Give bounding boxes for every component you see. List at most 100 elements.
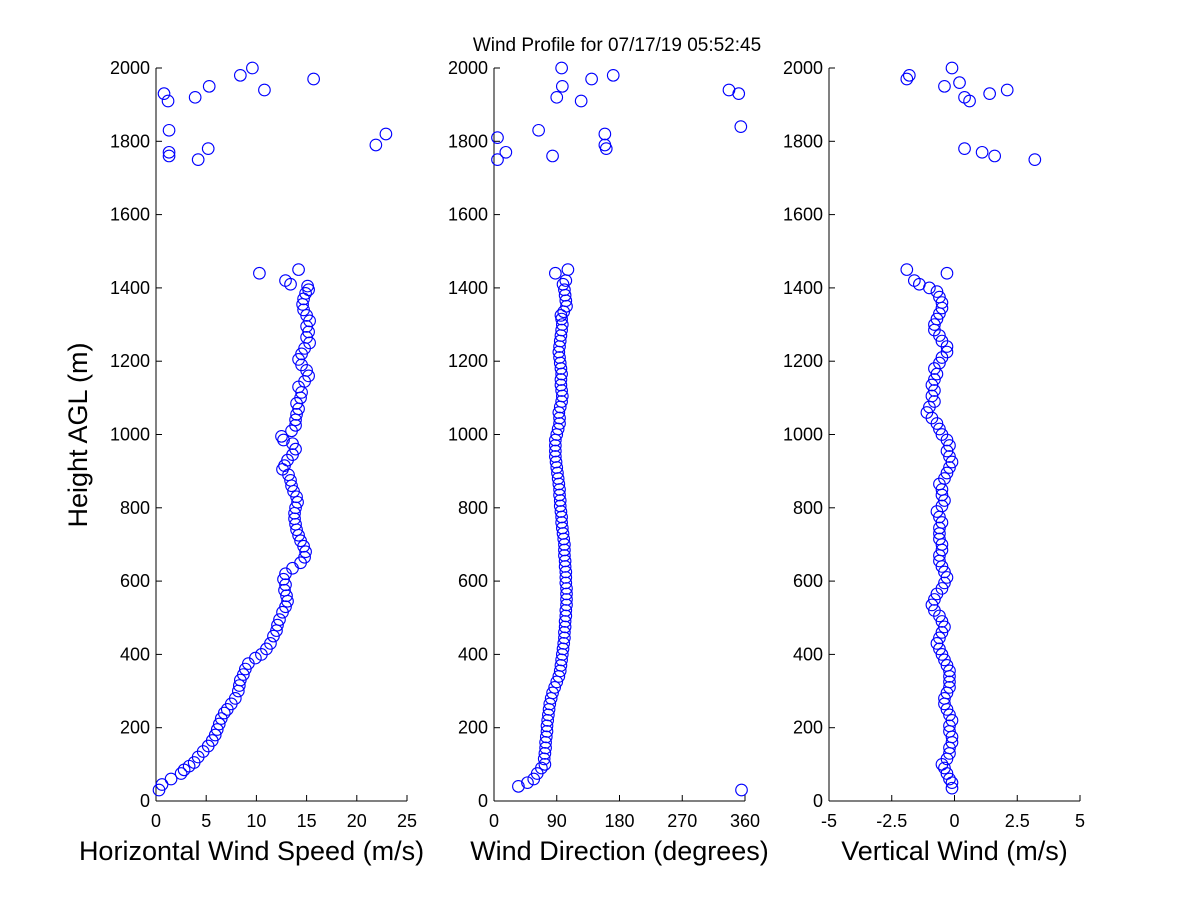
data-point [228, 692, 242, 705]
data-point [943, 675, 956, 689]
y-tick-label: 1000 [783, 425, 823, 445]
data-point [933, 631, 946, 645]
data-point [535, 761, 548, 775]
data-point [900, 263, 914, 276]
data-point [928, 604, 941, 617]
y-tick-label: 0 [140, 791, 150, 811]
x-tick-label: 90 [547, 811, 567, 831]
x-tick-label: 5 [1075, 811, 1085, 831]
data-point [161, 94, 175, 108]
data-point [164, 772, 178, 786]
y-tick-label: 600 [458, 571, 488, 591]
data-point [174, 767, 188, 780]
data-point [558, 631, 571, 645]
data-point [279, 274, 292, 287]
data-point [561, 263, 575, 276]
data-point [933, 532, 946, 546]
data-point [548, 681, 562, 694]
data-point [958, 142, 971, 155]
data-point [558, 554, 572, 568]
data-point [938, 653, 951, 667]
data-point [554, 378, 568, 392]
x-axis-label: Wind Direction (degrees) [470, 836, 769, 866]
data-point [292, 263, 305, 276]
data-point [549, 455, 563, 469]
data-point [162, 123, 176, 137]
data-point [369, 138, 383, 152]
y-tick-label: 1600 [448, 205, 488, 225]
data-point [217, 706, 231, 720]
data-point [555, 395, 568, 408]
data-point [940, 659, 954, 672]
data-point [188, 90, 202, 104]
data-point [925, 389, 939, 403]
panel-vertical-wind: 0 200 400 600 800 1000 1200 1400 1600 1800 2000 -5 -… [783, 58, 1085, 866]
data-point [925, 598, 939, 612]
data-point [553, 351, 566, 364]
data-point [935, 499, 949, 513]
data-point [532, 123, 545, 137]
data-point [155, 778, 169, 791]
data-point [277, 572, 290, 586]
data-point [162, 149, 176, 163]
data-point [264, 637, 277, 650]
data-point [559, 609, 573, 623]
data-point [253, 266, 266, 280]
y-tick-label: 1200 [448, 351, 488, 371]
data-point [291, 495, 304, 509]
y-tick-label: 0 [478, 791, 488, 811]
data-point [933, 422, 946, 436]
data-point [935, 615, 949, 628]
data-point [928, 373, 941, 386]
data-point [555, 323, 568, 337]
y-tick-label: 2000 [448, 58, 488, 78]
data-point [558, 543, 571, 557]
y-tick-label: 200 [793, 718, 823, 738]
data-point [284, 473, 297, 487]
data-point [930, 285, 944, 298]
data-point [555, 61, 568, 75]
data-point [938, 692, 951, 705]
data-point [553, 488, 566, 502]
data-point [554, 373, 568, 386]
x-tick-label: 15 [297, 811, 317, 831]
x-tick-label: 10 [246, 811, 266, 831]
data-point [975, 145, 989, 159]
data-point [299, 545, 312, 559]
y-tick-label: 400 [458, 644, 488, 664]
data-point [521, 776, 534, 790]
y-tick-label: 1800 [110, 131, 150, 151]
data-point [539, 741, 552, 755]
data-point [945, 781, 959, 795]
data-point [735, 783, 748, 797]
data-point [928, 395, 941, 408]
data-point [290, 407, 303, 421]
data-point [920, 406, 934, 419]
data-point [212, 717, 226, 731]
data-point [553, 417, 566, 430]
data-point [300, 331, 313, 344]
data-point [271, 618, 284, 632]
y-tick-label: 1600 [110, 205, 150, 225]
data-point [491, 131, 504, 144]
data-point [930, 637, 944, 650]
data-point [249, 651, 262, 665]
y-tick-label: 1200 [783, 351, 823, 371]
data-point [550, 90, 564, 104]
data-point [598, 138, 612, 152]
data-point [1000, 83, 1014, 97]
y-tick-label: 1600 [783, 205, 823, 225]
y-tick-label: 800 [793, 498, 823, 518]
data-point [275, 429, 288, 443]
data-point [201, 142, 215, 155]
data-point [491, 153, 504, 166]
data-point [560, 587, 573, 601]
data-point [558, 560, 572, 573]
x-axis-label: Horizontal Wind Speed (m/s) [79, 836, 424, 866]
y-tick-label: 600 [793, 571, 823, 591]
data-point [246, 61, 259, 75]
y-tick-label: 800 [120, 498, 150, 518]
data-point [208, 728, 222, 742]
data-point [554, 505, 568, 518]
